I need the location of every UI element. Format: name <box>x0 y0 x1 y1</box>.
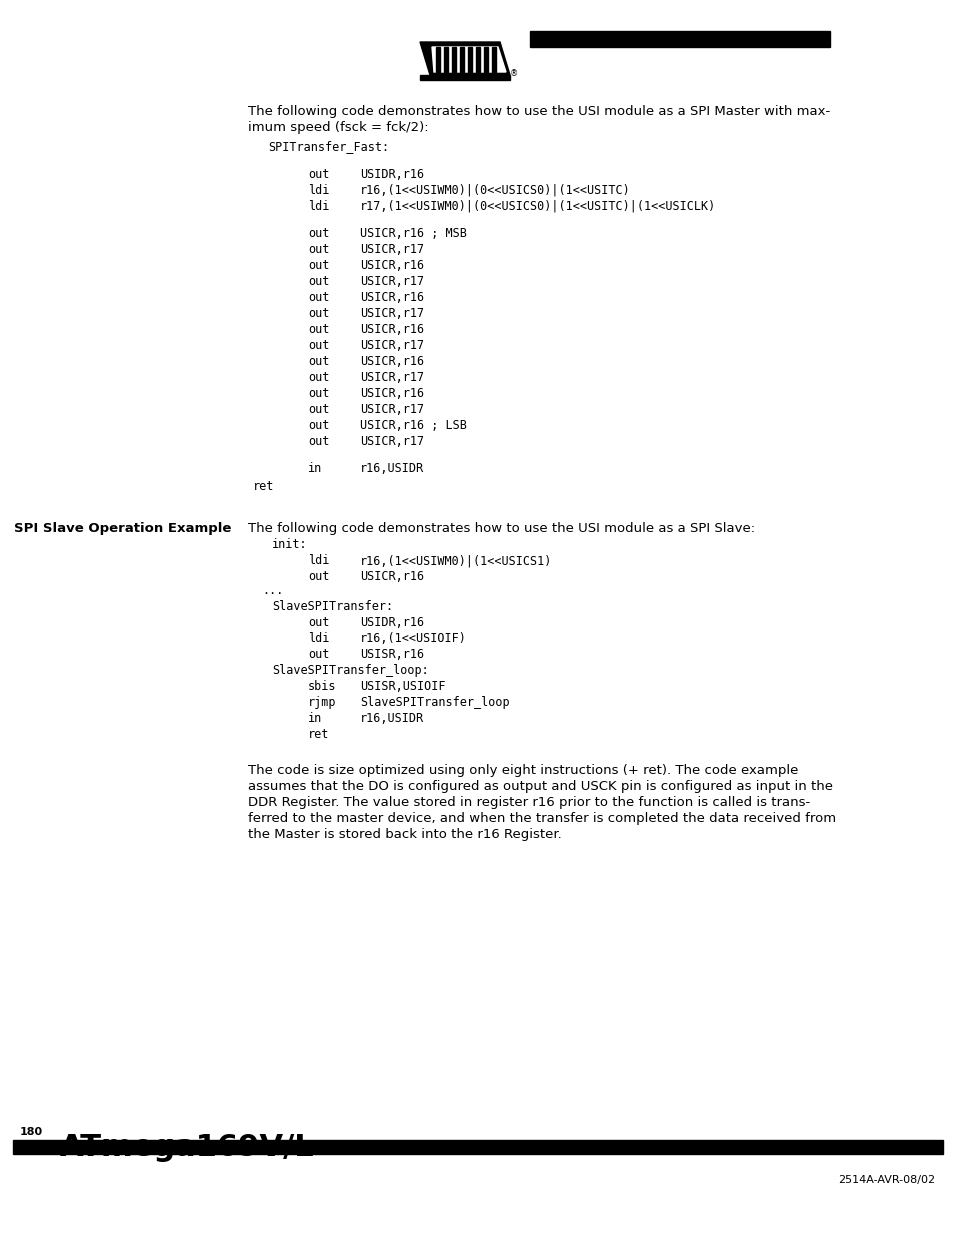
Polygon shape <box>419 42 510 75</box>
Bar <box>452 47 456 72</box>
Text: sbis: sbis <box>308 680 336 693</box>
Bar <box>459 47 463 72</box>
Text: USICR,r17: USICR,r17 <box>359 275 424 288</box>
Text: ret: ret <box>253 480 274 493</box>
Text: The following code demonstrates how to use the USI module as a SPI Slave:: The following code demonstrates how to u… <box>248 522 755 535</box>
Text: ldi: ldi <box>308 632 329 646</box>
Text: ATmega169V/L: ATmega169V/L <box>60 1132 314 1161</box>
Text: out: out <box>308 340 329 352</box>
Text: SPITransfer_Fast:: SPITransfer_Fast: <box>268 140 389 153</box>
Text: 2514A-AVR-08/02: 2514A-AVR-08/02 <box>837 1174 934 1186</box>
Text: r16,(1<<USIOIF): r16,(1<<USIOIF) <box>359 632 466 646</box>
Text: USIDR,r16: USIDR,r16 <box>359 168 424 182</box>
Text: ldi: ldi <box>308 555 329 567</box>
Text: USICR,r16: USICR,r16 <box>359 356 424 368</box>
Text: out: out <box>308 648 329 662</box>
Text: r16,USIDR: r16,USIDR <box>359 713 424 725</box>
Text: out: out <box>308 372 329 384</box>
Bar <box>492 47 496 72</box>
Text: USICR,r17: USICR,r17 <box>359 372 424 384</box>
Text: out: out <box>308 259 329 272</box>
Text: r16,(1<<USIWM0)|(1<<USICS1): r16,(1<<USIWM0)|(1<<USICS1) <box>359 555 552 567</box>
Text: USICR,r16 ; MSB: USICR,r16 ; MSB <box>359 227 466 240</box>
Text: out: out <box>308 435 329 448</box>
Bar <box>476 47 479 72</box>
Text: the Master is stored back into the r16 Register.: the Master is stored back into the r16 R… <box>248 829 561 841</box>
Text: ret: ret <box>308 729 329 741</box>
Text: out: out <box>308 168 329 182</box>
Text: USIDR,r16: USIDR,r16 <box>359 616 424 630</box>
Bar <box>13 1140 942 1153</box>
Text: out: out <box>308 356 329 368</box>
Text: SlaveSPITransfer_loop: SlaveSPITransfer_loop <box>359 697 509 709</box>
Text: USISR,r16: USISR,r16 <box>359 648 424 662</box>
Text: ldi: ldi <box>308 184 329 198</box>
Text: out: out <box>308 403 329 416</box>
Text: r17,(1<<USIWM0)|(0<<USICS0)|(1<<USITC)|(1<<USICLK): r17,(1<<USIWM0)|(0<<USICS0)|(1<<USITC)|(… <box>359 200 716 212</box>
Text: The following code demonstrates how to use the USI module as a SPI Master with m: The following code demonstrates how to u… <box>248 105 829 119</box>
Text: out: out <box>308 388 329 400</box>
Text: out: out <box>308 419 329 432</box>
Bar <box>436 47 439 72</box>
Text: out: out <box>308 571 329 583</box>
Bar <box>468 47 472 72</box>
Text: 180: 180 <box>20 1128 43 1137</box>
Text: imum speed (fsck = fck/2):: imum speed (fsck = fck/2): <box>248 121 428 135</box>
Text: ®: ® <box>510 69 517 78</box>
Text: r16,(1<<USIWM0)|(0<<USICS0)|(1<<USITC): r16,(1<<USIWM0)|(0<<USICS0)|(1<<USITC) <box>359 184 630 198</box>
Text: in: in <box>308 462 322 475</box>
Text: assumes that the DO is configured as output and USCK pin is configured as input : assumes that the DO is configured as out… <box>248 781 832 793</box>
Text: USICR,r16: USICR,r16 <box>359 388 424 400</box>
Text: USICR,r17: USICR,r17 <box>359 340 424 352</box>
Text: out: out <box>308 243 329 256</box>
Text: USICR,r17: USICR,r17 <box>359 403 424 416</box>
Text: ...: ... <box>262 584 283 598</box>
Text: SlaveSPITransfer:: SlaveSPITransfer: <box>272 600 393 614</box>
Text: out: out <box>308 275 329 288</box>
Text: r16,USIDR: r16,USIDR <box>359 462 424 475</box>
Text: USISR,USIOIF: USISR,USIOIF <box>359 680 445 693</box>
Text: USICR,r16: USICR,r16 <box>359 571 424 583</box>
Text: out: out <box>308 616 329 630</box>
Text: USICR,r16: USICR,r16 <box>359 324 424 336</box>
Text: out: out <box>308 291 329 304</box>
Polygon shape <box>432 47 505 72</box>
Text: out: out <box>308 324 329 336</box>
Bar <box>483 47 488 72</box>
Text: out: out <box>308 227 329 240</box>
Text: The code is size optimized using only eight instructions (+ ret). The code examp: The code is size optimized using only ei… <box>248 764 798 777</box>
Text: USICR,r17: USICR,r17 <box>359 308 424 320</box>
Text: SlaveSPITransfer_loop:: SlaveSPITransfer_loop: <box>272 664 428 678</box>
Text: USICR,r17: USICR,r17 <box>359 435 424 448</box>
Text: in: in <box>308 713 322 725</box>
Text: ferred to the master device, and when the transfer is completed the data receive: ferred to the master device, and when th… <box>248 813 835 825</box>
Text: out: out <box>308 308 329 320</box>
Text: SPI Slave Operation Example: SPI Slave Operation Example <box>14 522 232 535</box>
Text: USICR,r17: USICR,r17 <box>359 243 424 256</box>
Text: DDR Register. The value stored in register r16 prior to the function is called i: DDR Register. The value stored in regist… <box>248 797 809 809</box>
Text: USICR,r16: USICR,r16 <box>359 259 424 272</box>
Bar <box>419 75 510 80</box>
Bar <box>443 47 448 72</box>
Text: ldi: ldi <box>308 200 329 212</box>
Text: USICR,r16 ; LSB: USICR,r16 ; LSB <box>359 419 466 432</box>
Bar <box>530 31 829 47</box>
Text: init:: init: <box>272 538 307 551</box>
Text: USICR,r16: USICR,r16 <box>359 291 424 304</box>
Text: rjmp: rjmp <box>308 697 336 709</box>
